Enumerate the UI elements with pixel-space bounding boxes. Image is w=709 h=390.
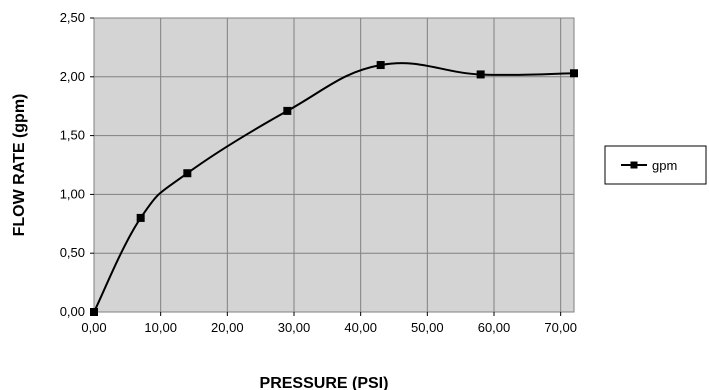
y-tick-label: 2,00: [60, 69, 85, 84]
y-tick-label: 1,00: [60, 186, 85, 201]
x-tick-label: 60,00: [478, 320, 511, 335]
plot-area: [93, 17, 575, 313]
vertical-gridlines: [160, 18, 562, 312]
x-tick-label: 0,00: [81, 320, 106, 335]
x-tick-label: 30,00: [278, 320, 311, 335]
x-tick-label: 40,00: [344, 320, 377, 335]
y-tick-label: 0,50: [60, 245, 85, 260]
x-tick-label: 10,00: [144, 320, 177, 335]
horizontal-gridlines: [94, 76, 574, 254]
y-tick-label: 0,00: [60, 304, 85, 319]
series-layer: [90, 61, 578, 316]
x-tick-label: 20,00: [211, 320, 244, 335]
legend-label: gpm: [652, 158, 677, 173]
y-axis-title: FLOW RATE (gpm): [11, 94, 28, 237]
y-tick-label: 2,50: [60, 10, 85, 25]
x-axis-tick-labels: 0,00 10,00 20,00 30,00 40,00 50,00 60,00 70,00: [81, 312, 577, 335]
data-point-marker: [283, 106, 292, 115]
data-point-marker: [476, 70, 485, 79]
data-point-marker: [376, 61, 385, 70]
y-axis-tick-labels: 0,00 0,50 1,00 1,50 2,00 2,50: [60, 10, 94, 319]
legend-marker: [630, 161, 638, 169]
x-axis-title: PRESSURE (PSI): [260, 375, 389, 390]
y-tick-label: 1,50: [60, 128, 85, 143]
data-point-marker: [570, 69, 578, 78]
x-tick-label: 70,00: [544, 320, 577, 335]
data-point-marker: [183, 169, 192, 178]
data-point-marker: [136, 213, 145, 222]
data-point-marker: [90, 308, 98, 316]
legend: gpm: [604, 145, 707, 185]
x-tick-label: 50,00: [411, 320, 444, 335]
